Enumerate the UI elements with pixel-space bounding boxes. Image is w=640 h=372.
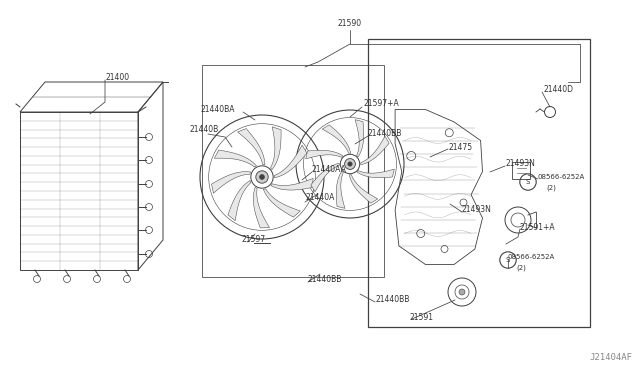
Polygon shape [357, 169, 394, 178]
Text: 08566-6252A: 08566-6252A [508, 254, 556, 260]
Polygon shape [228, 180, 251, 221]
Polygon shape [355, 120, 364, 157]
Text: 21597+A: 21597+A [363, 99, 399, 109]
Text: (2): (2) [546, 185, 556, 191]
Polygon shape [336, 171, 345, 208]
Text: S: S [506, 257, 510, 263]
Polygon shape [271, 178, 313, 190]
Text: 21440BB: 21440BB [368, 129, 403, 138]
Text: 21440BA: 21440BA [201, 105, 236, 113]
Text: 08566-6252A: 08566-6252A [538, 174, 585, 180]
Polygon shape [306, 150, 343, 159]
Text: 21440D: 21440D [544, 86, 574, 94]
Polygon shape [212, 171, 251, 193]
Circle shape [348, 162, 352, 166]
Polygon shape [275, 145, 307, 178]
Circle shape [260, 174, 264, 179]
Text: 21440AA: 21440AA [312, 166, 347, 174]
Circle shape [459, 289, 465, 295]
Polygon shape [349, 175, 378, 203]
Text: 21440B: 21440B [190, 125, 220, 135]
Polygon shape [311, 163, 339, 192]
Text: 21475: 21475 [448, 142, 472, 151]
Text: 21591+A: 21591+A [520, 222, 556, 231]
Text: 21440BB: 21440BB [308, 275, 342, 283]
Circle shape [256, 171, 268, 183]
Polygon shape [253, 187, 269, 228]
Polygon shape [264, 189, 300, 217]
Text: J21404AF: J21404AF [589, 353, 632, 362]
Polygon shape [361, 136, 389, 165]
Polygon shape [323, 125, 351, 153]
Text: 21493N: 21493N [505, 160, 535, 169]
Text: 21590: 21590 [338, 19, 362, 29]
Circle shape [344, 158, 355, 169]
Text: 21440BB: 21440BB [375, 295, 410, 304]
Text: (2): (2) [516, 265, 526, 271]
Text: 21493N: 21493N [462, 205, 492, 215]
Text: 21400: 21400 [105, 73, 129, 81]
Text: 21597: 21597 [242, 235, 266, 244]
Text: 21440A: 21440A [305, 193, 334, 202]
Text: S: S [526, 179, 530, 185]
Polygon shape [214, 150, 257, 167]
Polygon shape [271, 127, 281, 170]
Polygon shape [237, 129, 265, 165]
Text: 21591: 21591 [410, 314, 434, 323]
Bar [368, 39, 590, 327]
